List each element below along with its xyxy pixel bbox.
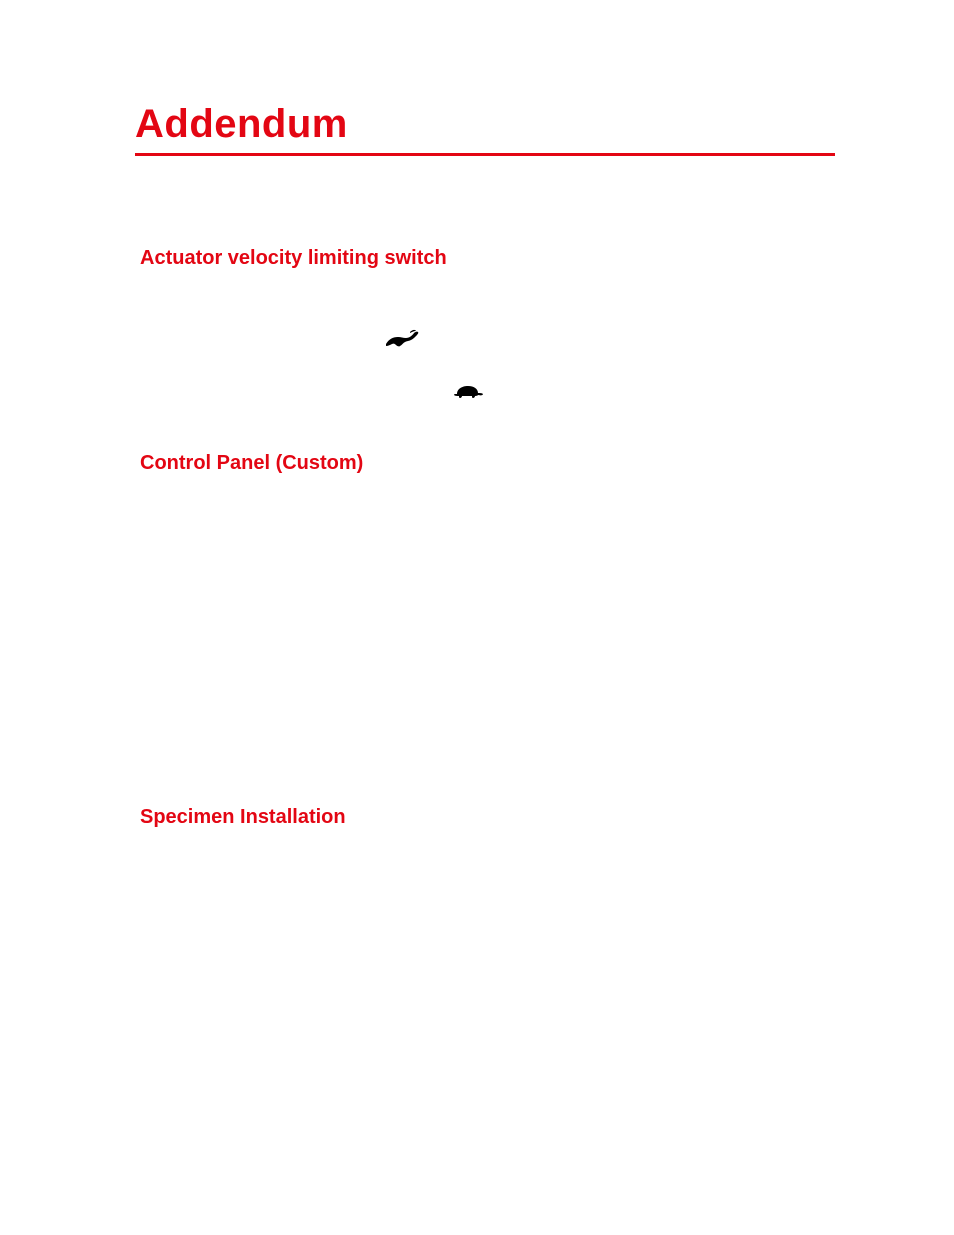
rabbit-icon — [385, 329, 419, 352]
tortoise-icon — [453, 384, 483, 403]
section-heading-specimen: Specimen Installation — [140, 806, 346, 829]
page-title: Addendum — [135, 102, 835, 147]
section-heading-actuator: Actuator velocity limiting switch — [140, 247, 447, 270]
title-block: Addendum — [135, 102, 835, 156]
title-rule — [135, 153, 835, 156]
page-content: Addendum Actuator velocity limiting swit… — [0, 0, 954, 1235]
section-heading-control-panel: Control Panel (Custom) — [140, 452, 363, 475]
